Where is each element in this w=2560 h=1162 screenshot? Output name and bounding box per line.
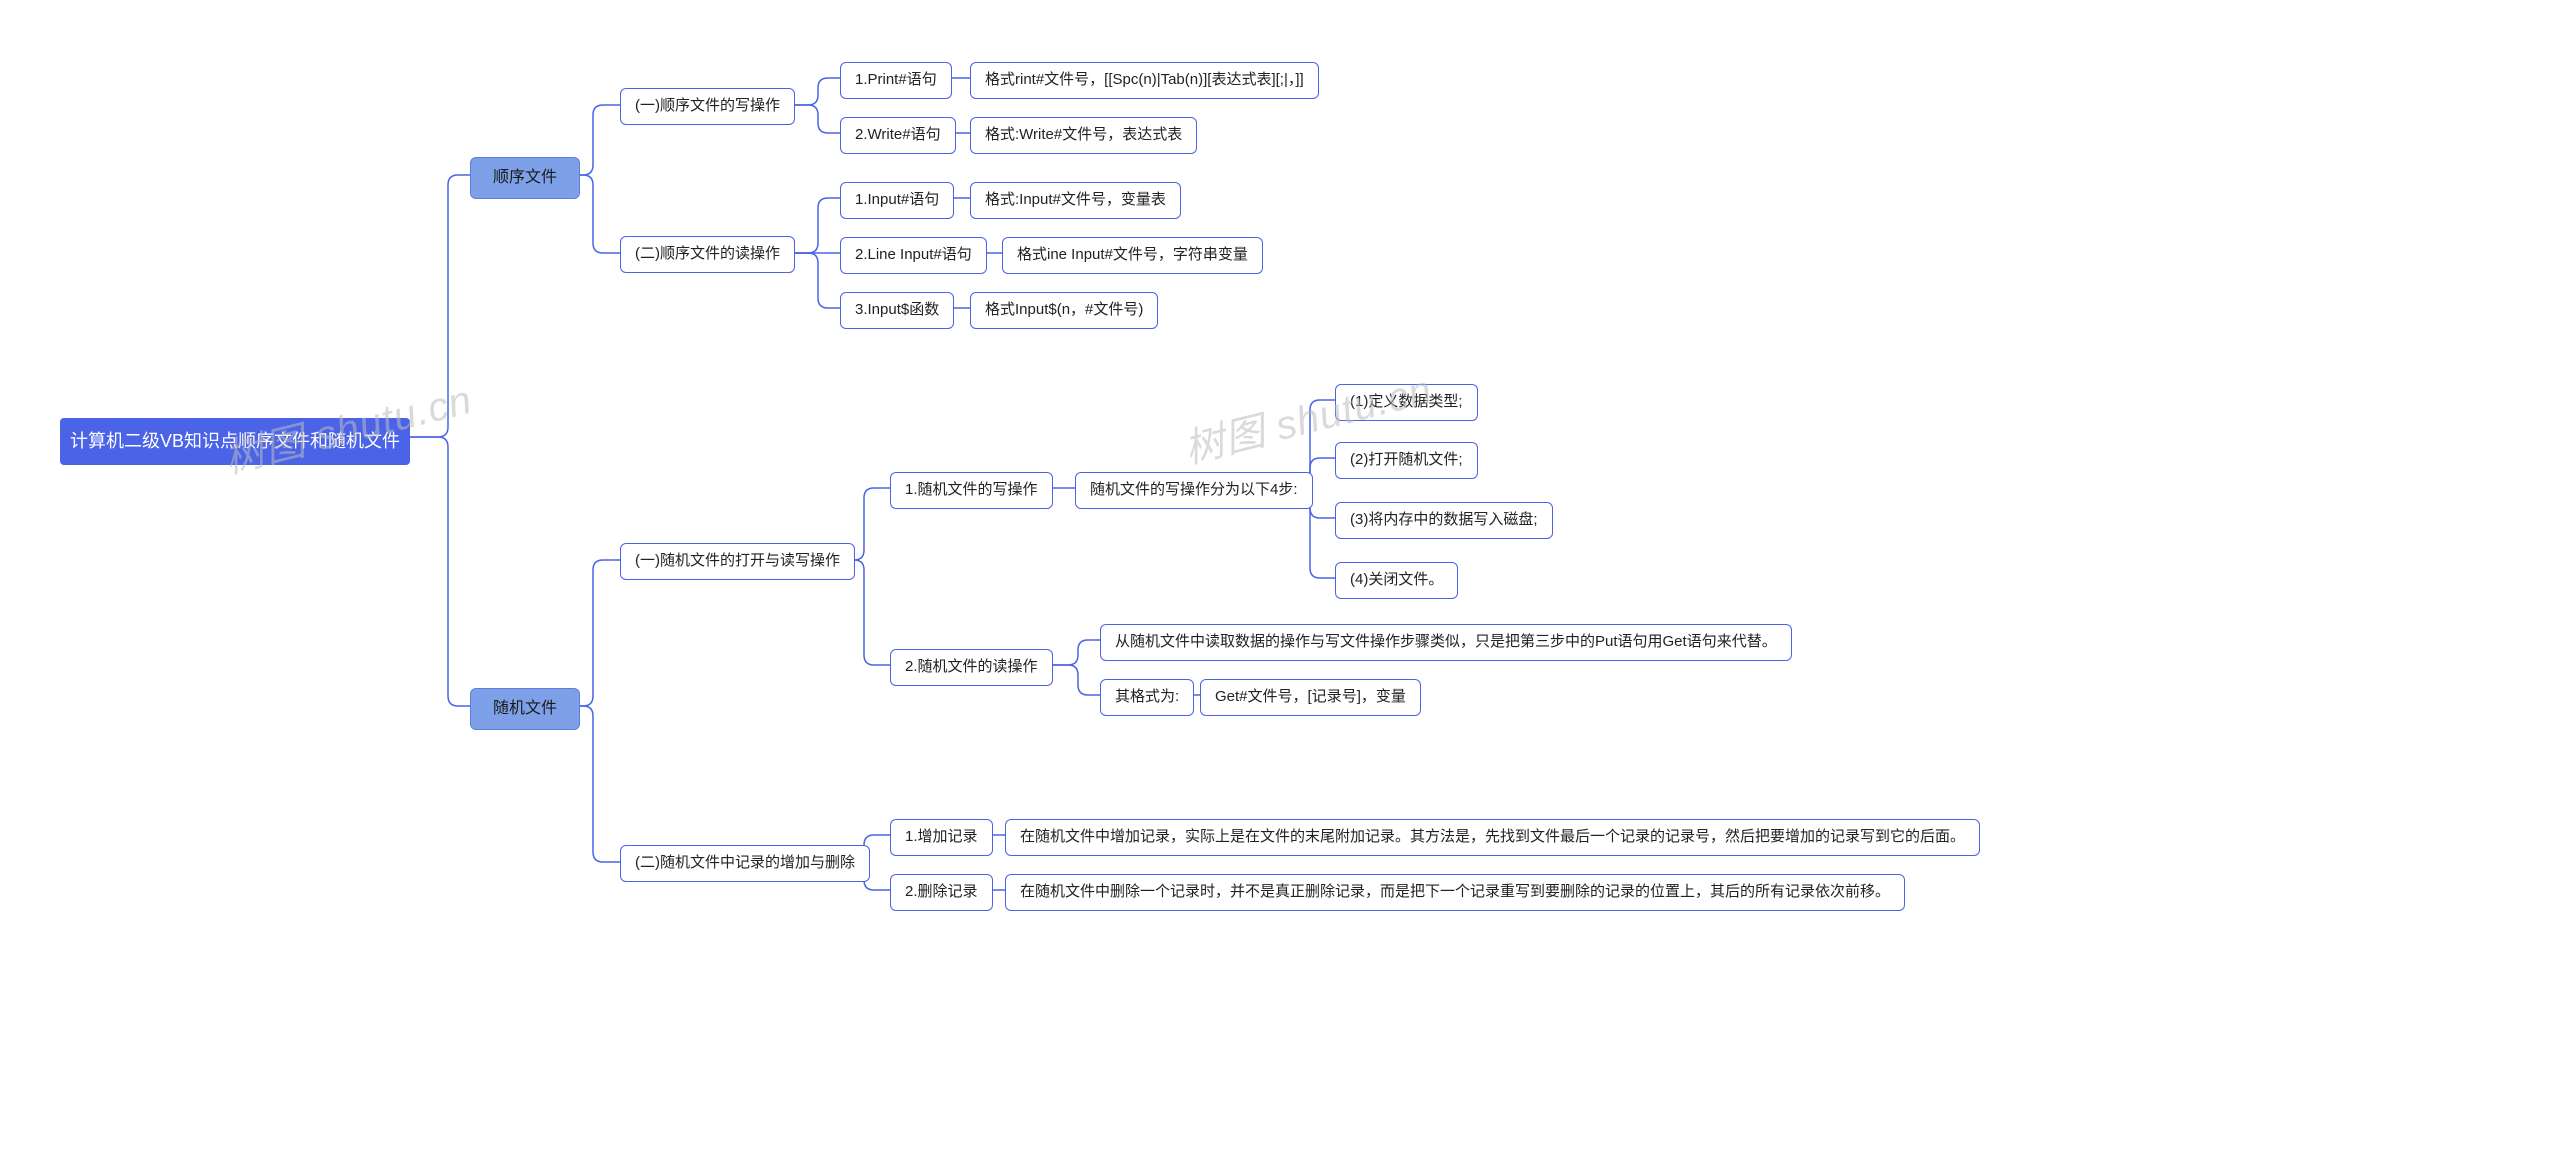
seq-write2-node: 2.Write#语句 xyxy=(840,117,956,154)
rand-write-intro: 随机文件的写操作分为以下4步: xyxy=(1075,472,1313,509)
seq-inputfn-detail: 格式Input$(n，#文件号) xyxy=(970,292,1158,329)
seq-read-node: (二)顺序文件的读操作 xyxy=(620,236,795,273)
seq-inputfn-node: 3.Input$函数 xyxy=(840,292,954,329)
rand-write-step4: (4)关闭文件。 xyxy=(1335,562,1458,599)
seq-file-node: 顺序文件 xyxy=(470,157,580,199)
rand-record-node: (二)随机文件中记录的增加与删除 xyxy=(620,845,870,882)
rand-add-detail: 在随机文件中增加记录，实际上是在文件的末尾附加记录。其方法是，先找到文件最后一个… xyxy=(1005,819,1980,856)
rand-read-fmt: Get#文件号，[记录号]，变量 xyxy=(1200,679,1421,716)
rand-rw-node: (一)随机文件的打开与读写操作 xyxy=(620,543,855,580)
rand-write-step1: (1)定义数据类型; xyxy=(1335,384,1478,421)
rand-write-node: 1.随机文件的写操作 xyxy=(890,472,1053,509)
seq-line-detail: 格式ine Input#文件号，字符串变量 xyxy=(1002,237,1263,274)
seq-print-detail: 格式rint#文件号，[[Spc(n)|Tab(n)][表达式表][;|，]] xyxy=(970,62,1319,99)
rand-file-node: 随机文件 xyxy=(470,688,580,730)
seq-input-node: 1.Input#语句 xyxy=(840,182,954,219)
rand-read-node: 2.随机文件的读操作 xyxy=(890,649,1053,686)
rand-del-detail: 在随机文件中删除一个记录时，并不是真正删除记录，而是把下一个记录重写到要删除的记… xyxy=(1005,874,1905,911)
rand-add-node: 1.增加记录 xyxy=(890,819,993,856)
rand-write-step3: (3)将内存中的数据写入磁盘; xyxy=(1335,502,1553,539)
seq-write-node: (一)顺序文件的写操作 xyxy=(620,88,795,125)
connection-edges xyxy=(0,0,2560,1162)
seq-write2-detail: 格式:Write#文件号，表达式表 xyxy=(970,117,1197,154)
seq-input-detail: 格式:Input#文件号，变量表 xyxy=(970,182,1181,219)
rand-write-step2: (2)打开随机文件; xyxy=(1335,442,1478,479)
rand-del-node: 2.删除记录 xyxy=(890,874,993,911)
root-node: 计算机二级VB知识点顺序文件和随机文件 xyxy=(60,418,410,465)
rand-read-fmt-label: 其格式为: xyxy=(1100,679,1194,716)
seq-line-node: 2.Line Input#语句 xyxy=(840,237,987,274)
seq-print-node: 1.Print#语句 xyxy=(840,62,952,99)
rand-read-desc: 从随机文件中读取数据的操作与写文件操作步骤类似，只是把第三步中的Put语句用Ge… xyxy=(1100,624,1792,661)
